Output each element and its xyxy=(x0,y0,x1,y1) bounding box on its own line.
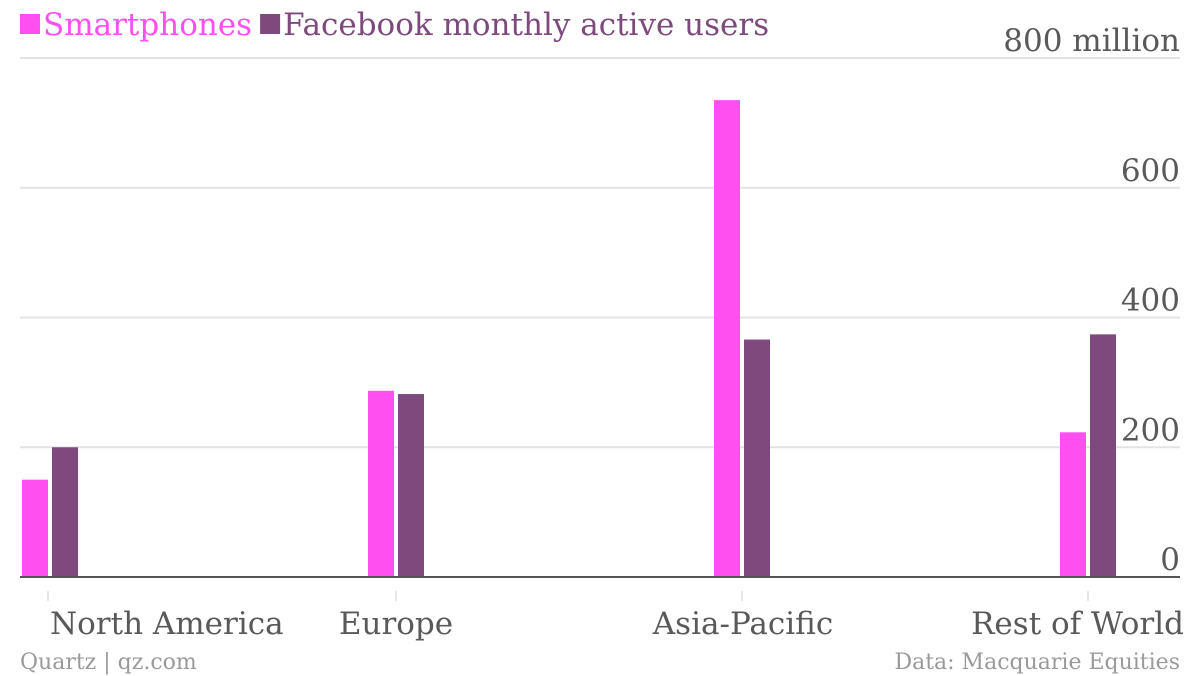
bar-smartphones-europe xyxy=(368,390,394,577)
legend-swatch-smartphones xyxy=(20,14,40,34)
legend-label-smartphones: Smartphones xyxy=(43,7,252,43)
y-axis-tick-labels: 0 200 400 600 800 million xyxy=(1003,23,1180,578)
data-source: Data: Macquarie Equities xyxy=(894,650,1180,675)
legend-item-facebook-monthly-active-users: Facebook monthly active users xyxy=(260,7,769,43)
y-tick-label-200: 200 xyxy=(1121,412,1180,448)
bar-facebook-monthly-active-users-europe xyxy=(398,394,424,577)
legend-item-smartphones: Smartphones xyxy=(20,7,252,43)
legend-label-facebook-monthly-active-users: Facebook monthly active users xyxy=(283,7,769,43)
bar-smartphones-rest-of-world xyxy=(1060,432,1086,577)
y-tick-label-600: 600 xyxy=(1121,153,1180,189)
bar-smartphones-north-america xyxy=(22,479,48,577)
x-tick-label-asia-pacific: Asia-Pacific xyxy=(652,606,833,642)
x-tick-label-rest-of-world: Rest of World xyxy=(971,606,1184,642)
gridlines xyxy=(20,57,1180,449)
bar-facebook-monthly-active-users-north-america xyxy=(52,447,78,577)
legend-swatch-facebook-monthly-active-users xyxy=(260,14,281,34)
y-tick-label-0: 0 xyxy=(1160,542,1180,578)
bar-smartphones-asia-pacific xyxy=(714,100,740,577)
x-tick-label-europe: Europe xyxy=(339,606,453,642)
bar-facebook-monthly-active-users-rest-of-world xyxy=(1090,334,1116,577)
y-tick-label-800: 800 million xyxy=(1003,23,1180,59)
x-axis-tick-labels: North America Europe Asia-Pacific Rest of W… xyxy=(47,591,1184,642)
bars xyxy=(22,100,1116,577)
bar-facebook-monthly-active-users-asia-pacific xyxy=(744,339,770,577)
legend: Smartphones Facebook monthly active users xyxy=(20,7,769,43)
y-tick-label-400: 400 xyxy=(1121,283,1180,319)
source-credit: Quartz | qz.com xyxy=(20,650,197,675)
x-tick-label-north-america: North America xyxy=(50,606,284,642)
